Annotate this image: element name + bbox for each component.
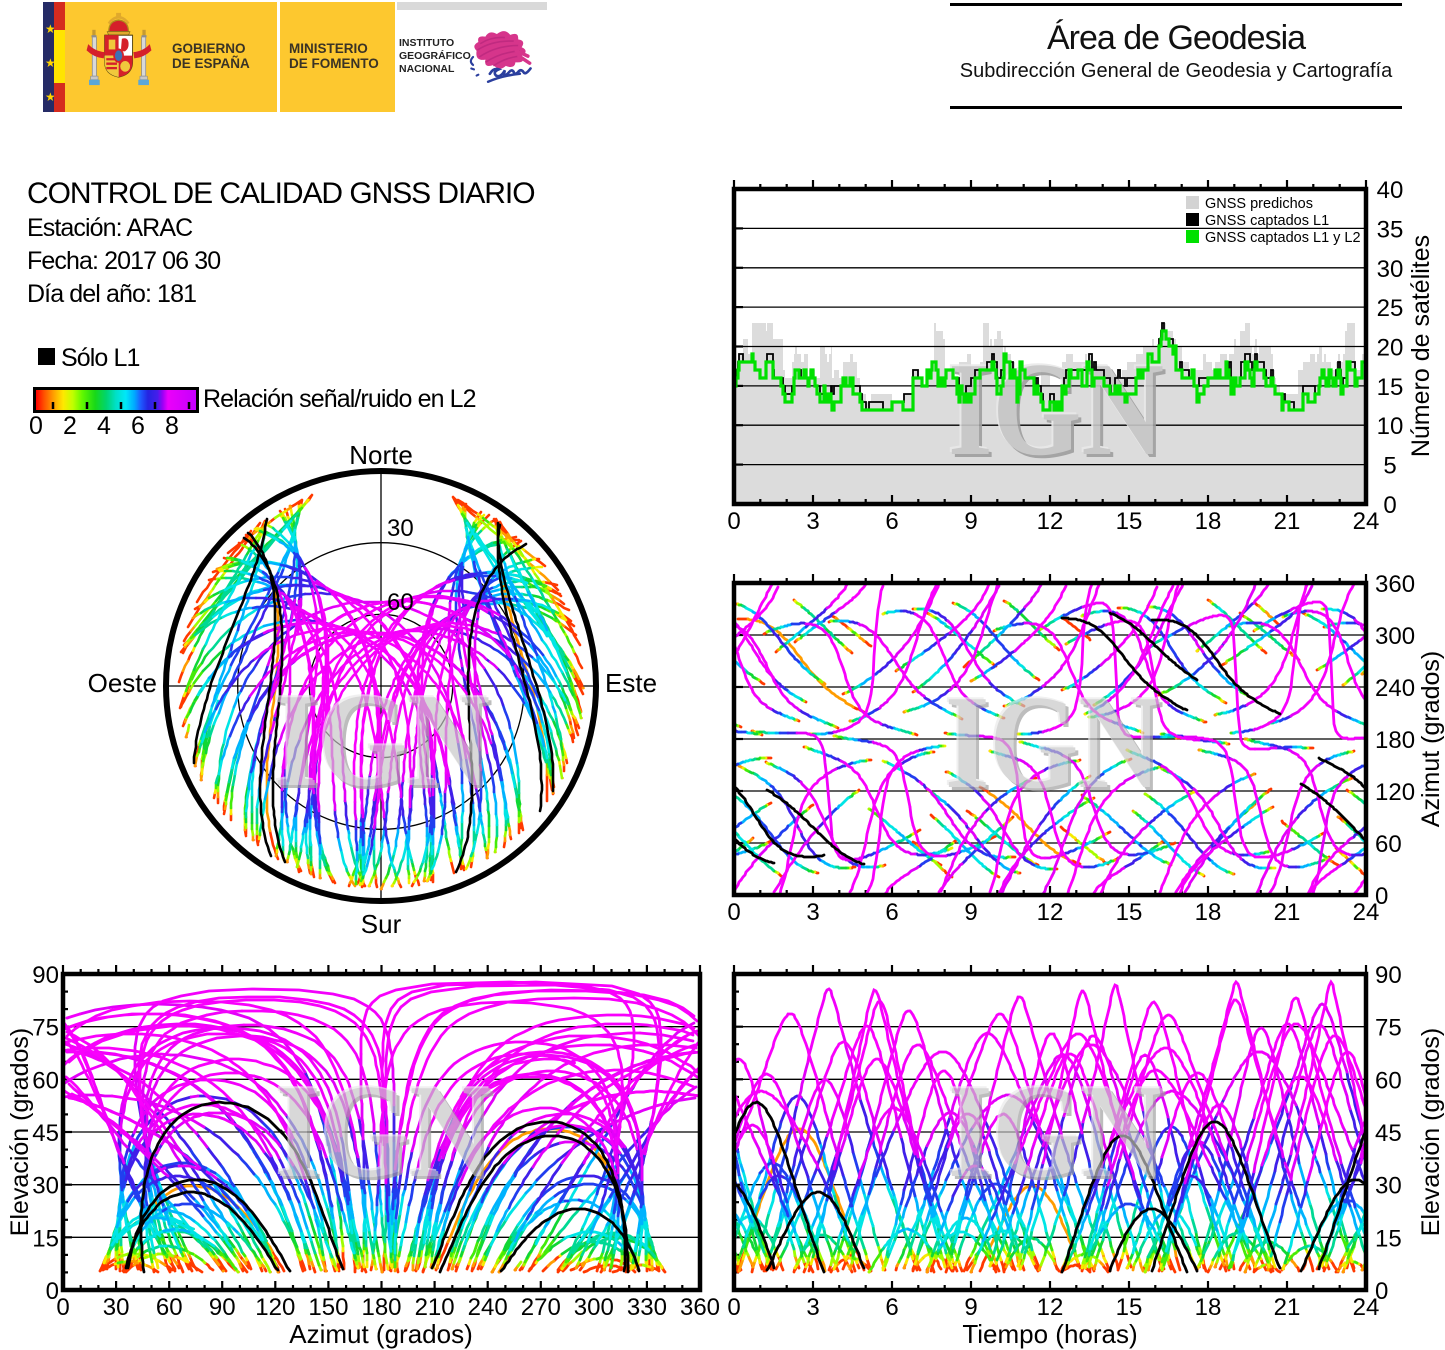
svg-text:Azimut (grados): Azimut (grados) [1417,651,1445,827]
svg-text:90: 90 [32,962,59,989]
svg-text:0: 0 [727,1294,740,1321]
svg-text:0: 0 [727,899,740,926]
svg-text:Norte: Norte [349,440,413,470]
svg-text:21: 21 [1274,508,1301,535]
svg-text:Elevación (grados): Elevación (grados) [1417,1028,1445,1236]
svg-text:0: 0 [1375,1278,1388,1305]
svg-text:30: 30 [1375,1173,1402,1200]
svg-text:240: 240 [1375,675,1415,702]
svg-text:3: 3 [806,508,819,535]
svg-text:15: 15 [1116,899,1143,926]
svg-text:15: 15 [1375,1225,1402,1252]
svg-text:20: 20 [1377,335,1404,362]
svg-text:GNSS predichos: GNSS predichos [1205,196,1313,212]
svg-text:IGN: IGN [279,1060,495,1208]
svg-text:Azimut (grados): Azimut (grados) [289,1319,473,1349]
svg-text:30: 30 [103,1294,130,1321]
svg-text:60: 60 [156,1294,183,1321]
svg-text:0: 0 [727,508,740,535]
svg-text:15: 15 [1377,374,1404,401]
svg-text:12: 12 [1037,508,1064,535]
svg-text:18: 18 [1195,508,1222,535]
svg-text:180: 180 [1375,727,1415,754]
svg-text:Tiempo (horas): Tiempo (horas) [962,1319,1137,1349]
svg-text:330: 330 [627,1294,667,1321]
svg-text:120: 120 [255,1294,295,1321]
svg-text:30: 30 [387,515,414,542]
svg-text:210: 210 [415,1294,455,1321]
svg-text:IGN: IGN [951,1060,1167,1208]
svg-text:6: 6 [885,899,898,926]
svg-text:15: 15 [1116,508,1143,535]
svg-text:45: 45 [1375,1120,1402,1147]
svg-text:300: 300 [1375,623,1415,650]
svg-text:120: 120 [1375,779,1415,806]
svg-text:6: 6 [885,1294,898,1321]
svg-text:IGN: IGN [946,1055,1162,1203]
svg-text:21: 21 [1274,1294,1301,1321]
svg-text:300: 300 [574,1294,614,1321]
svg-text:12: 12 [1037,1294,1064,1321]
svg-text:25: 25 [1377,295,1404,322]
svg-text:Este: Este [605,668,657,698]
svg-text:75: 75 [1375,1015,1402,1042]
svg-text:9: 9 [964,1294,977,1321]
svg-text:18: 18 [1195,899,1222,926]
svg-text:150: 150 [308,1294,348,1321]
svg-text:18: 18 [1195,1294,1222,1321]
svg-text:Oeste: Oeste [88,668,157,698]
svg-text:IGN: IGN [277,669,493,817]
svg-text:Número de satélites: Número de satélites [1407,235,1435,457]
svg-text:21: 21 [1274,899,1301,926]
svg-text:35: 35 [1377,216,1404,243]
svg-text:IGN: IGN [948,671,1164,819]
svg-text:Elevación (grados): Elevación (grados) [6,1028,34,1236]
svg-text:3: 3 [806,899,819,926]
svg-text:24: 24 [1353,508,1380,535]
svg-text:24: 24 [1353,899,1380,926]
svg-text:GNSS captados L1: GNSS captados L1 [1205,213,1329,229]
svg-text:GNSS captados L1 y L2: GNSS captados L1 y L2 [1205,230,1361,246]
svg-text:24: 24 [1353,1294,1380,1321]
svg-text:270: 270 [521,1294,561,1321]
svg-text:45: 45 [32,1120,59,1147]
svg-text:360: 360 [1375,571,1415,598]
svg-text:30: 30 [32,1173,59,1200]
svg-text:30: 30 [1377,256,1404,283]
svg-text:240: 240 [468,1294,508,1321]
svg-text:75: 75 [32,1015,59,1042]
svg-text:180: 180 [361,1294,401,1321]
svg-text:15: 15 [1116,1294,1143,1321]
svg-text:40: 40 [1377,177,1404,204]
svg-text:12: 12 [1037,899,1064,926]
svg-text:0: 0 [1375,883,1388,910]
svg-text:Sur: Sur [361,909,402,939]
svg-text:60: 60 [387,589,414,616]
svg-text:0: 0 [56,1294,69,1321]
svg-text:3: 3 [806,1294,819,1321]
svg-text:5: 5 [1383,453,1396,480]
svg-text:IGN: IGN [945,668,1161,816]
svg-text:90: 90 [1375,962,1402,989]
svg-text:IGN: IGN [274,1055,490,1203]
svg-text:6: 6 [885,508,898,535]
svg-text:IGN: IGN [943,666,1159,814]
svg-text:90: 90 [209,1294,236,1321]
svg-text:9: 9 [964,899,977,926]
svg-text:15: 15 [32,1225,59,1252]
svg-text:9: 9 [964,508,977,535]
svg-text:60: 60 [32,1067,59,1094]
svg-text:IGN: IGN [274,666,490,814]
svg-text:360: 360 [680,1294,720,1321]
svg-text:IGN: IGN [948,1057,1164,1205]
svg-text:IGN: IGN [276,1057,492,1205]
svg-text:IGN: IGN [272,664,488,812]
svg-text:0: 0 [46,1278,59,1305]
svg-text:0: 0 [1383,492,1396,519]
svg-text:10: 10 [1377,413,1404,440]
svg-text:60: 60 [1375,1067,1402,1094]
svg-text:60: 60 [1375,831,1402,858]
